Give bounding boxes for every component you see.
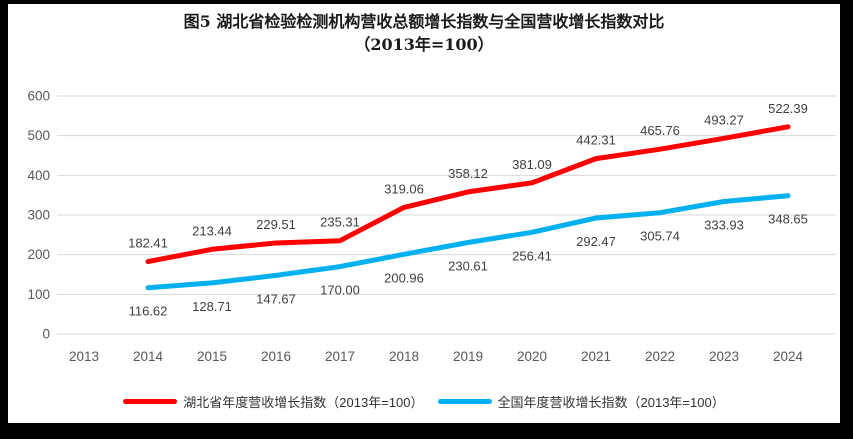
y-tick-label-0: 0 (42, 327, 50, 342)
data-label-hubei-2016: 229.51 (256, 217, 296, 232)
data-label-hubei-2015: 213.44 (192, 223, 232, 238)
data-label-national-2023: 333.93 (704, 218, 744, 233)
data-label-hubei-2018: 319.06 (384, 181, 424, 196)
data-label-national-2018: 200.96 (384, 270, 424, 285)
data-label-national-2014: 116.62 (129, 304, 168, 319)
series-line-hubei (145, 124, 791, 265)
chart-title-line1: 图5 湖北省检验检测机构营收总额增长指数与全国营收增长指数对比 (183, 12, 665, 31)
x-tick-label-2020: 2020 (517, 349, 547, 364)
x-tick-label-2018: 2018 (389, 349, 419, 364)
data-label-hubei-2023: 493.27 (704, 112, 744, 127)
x-tick-label-2017: 2017 (325, 349, 355, 364)
x-tick-label-2022: 2022 (645, 349, 675, 364)
chart-canvas: 图5 湖北省检验检测机构营收总额增长指数与全国营收增长指数对比 （2013年=1… (8, 4, 840, 423)
x-tick-label-2024: 2024 (773, 349, 804, 364)
data-label-hubei-2020: 381.09 (512, 157, 552, 172)
y-tick-label-100: 100 (27, 287, 50, 302)
data-label-national-2020: 256.41 (512, 248, 552, 263)
y-tick-label-200: 200 (27, 247, 50, 262)
data-label-national-2017: 170.00 (320, 283, 360, 298)
legend-label-hubei: 湖北省年度营收增长指数（2013年=100） (183, 395, 424, 410)
x-tick-label-2013: 2013 (69, 349, 99, 364)
data-label-hubei-2017: 235.31 (320, 215, 360, 230)
data-label-national-2022: 305.74 (640, 229, 680, 244)
data-label-national-2019: 230.61 (448, 259, 488, 274)
chart-title-line2: （2013年=100） (354, 35, 494, 54)
line-chart-plot: 0 100 200 300 400 500 600 2013 2014 2015 2016 2017 2… (27, 89, 836, 364)
y-tick-label-400: 400 (27, 168, 50, 183)
legend-item-hubei: 湖北省年度营收增长指数（2013年=100） (123, 392, 424, 411)
data-label-hubei-2021: 442.31 (576, 133, 616, 148)
legend-swatch-hubei-line (123, 399, 178, 404)
x-tick-label-2016: 2016 (261, 349, 291, 364)
y-tick-label-300: 300 (27, 208, 50, 223)
x-tick-label-2021: 2021 (581, 349, 611, 364)
data-label-national-2021: 292.47 (576, 234, 616, 249)
y-tick-label-500: 500 (27, 128, 50, 143)
data-label-national-2016: 147.67 (256, 291, 296, 306)
series-line-national (145, 193, 791, 291)
legend-label-national: 全国年度营收增长指数（2013年=100） (497, 395, 725, 410)
legend-swatch-national-line (437, 399, 492, 404)
data-label-national-2024: 348.65 (768, 212, 808, 227)
data-label-hubei-2014: 182.41 (128, 236, 168, 251)
x-tick-label-2019: 2019 (453, 349, 483, 364)
x-tick-label-2023: 2023 (709, 349, 739, 364)
chart-legend: 湖北省年度营收增长指数（2013年=100） 全国年度营收增长指数（2013年=… (8, 392, 840, 411)
data-label-hubei-2024: 522.39 (768, 101, 808, 116)
data-label-hubei-2019: 358.12 (448, 166, 488, 181)
data-label-hubei-2022: 465.76 (640, 123, 680, 138)
legend-item-national: 全国年度营收增长指数（2013年=100） (437, 392, 725, 411)
data-label-national-2015: 128.71 (192, 299, 232, 314)
x-tick-label-2014: 2014 (133, 349, 164, 364)
y-tick-label-600: 600 (27, 89, 50, 104)
chart-title: 图5 湖北省检验检测机构营收总额增长指数与全国营收增长指数对比 （2013年=1… (8, 10, 840, 56)
x-tick-label-2015: 2015 (197, 349, 227, 364)
